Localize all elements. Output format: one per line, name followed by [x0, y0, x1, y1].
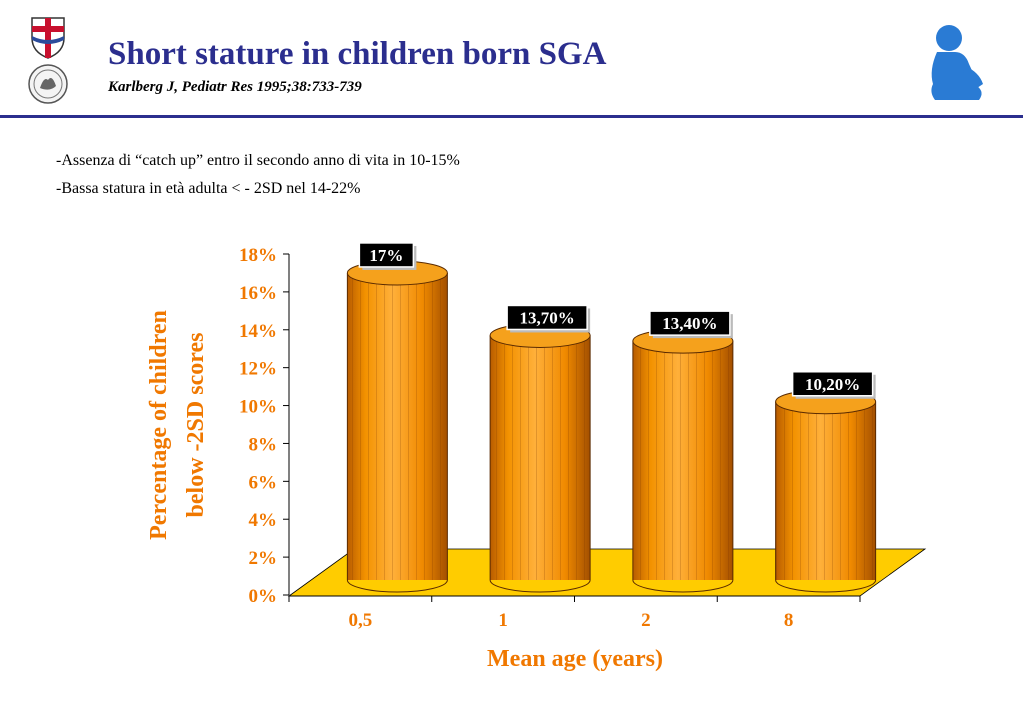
- bar-flutes: [490, 335, 591, 580]
- bar-flutes: [632, 341, 733, 580]
- child-silhouette-icon: [931, 25, 983, 100]
- y-tick-label: 8%: [249, 434, 278, 455]
- y-axis-title: Percentage of children: [146, 310, 172, 540]
- bar: 13,70%: [489, 304, 591, 593]
- y-tick-label: 18%: [239, 245, 277, 266]
- data-label-box: [791, 371, 874, 397]
- bar-outline: [775, 401, 877, 593]
- data-label: 17%: [369, 246, 403, 265]
- page-title: Short stature in children born SGA: [108, 36, 607, 72]
- bar-outline: [632, 341, 734, 593]
- data-label: 13,40%: [662, 314, 717, 333]
- seal-icon: [28, 64, 68, 104]
- x-tick-label: 0,5: [349, 610, 373, 631]
- coat-of-arms-icon: [31, 17, 65, 59]
- y-tick-label: 4%: [249, 510, 278, 531]
- x-tick-label: 2: [641, 610, 651, 631]
- header-divider: [0, 115, 1023, 118]
- y-tick-label: 12%: [239, 359, 277, 380]
- x-tick-label: 8: [784, 610, 794, 631]
- note-adult-stature: -Bassa statura in età adulta < - 2SD nel…: [56, 180, 361, 197]
- bar-outline: [489, 335, 591, 593]
- data-label-box: [358, 242, 415, 268]
- y-tick-label: 14%: [239, 321, 277, 342]
- note-catch-up: -Assenza di “catch up” entro il secondo …: [56, 152, 460, 169]
- y-tick-label: 10%: [239, 397, 277, 418]
- y-tick-label: 16%: [239, 283, 277, 304]
- university-logos: [28, 17, 68, 104]
- data-label-box: [506, 304, 588, 331]
- y-axis-title-line2: below -2SD scores: [183, 333, 209, 518]
- bar-outline: [346, 272, 448, 593]
- x-tick-label: 1: [498, 610, 508, 631]
- bar: 17%: [346, 242, 448, 593]
- data-label: 10,20%: [805, 375, 860, 394]
- bar-flutes: [347, 272, 448, 580]
- bar: 10,20%: [775, 371, 877, 593]
- data-label: 13,70%: [520, 308, 575, 327]
- y-tick-label: 2%: [249, 548, 278, 569]
- y-tick-label: 6%: [249, 472, 278, 493]
- bar-flutes: [775, 401, 876, 580]
- x-axis-title: Mean age (years): [487, 646, 663, 672]
- citation: Karlberg J, Pediatr Res 1995;38:733-739: [108, 79, 362, 95]
- bar: 13,40%: [632, 310, 734, 593]
- y-tick-label: 0%: [249, 586, 278, 607]
- data-label-box: [649, 310, 731, 336]
